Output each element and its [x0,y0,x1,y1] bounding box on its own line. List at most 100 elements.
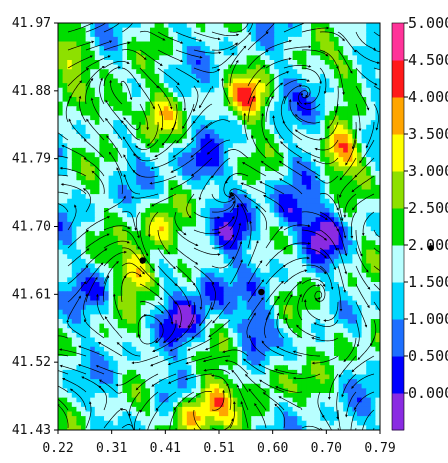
heat-cell [343,189,349,195]
heat-cell [131,268,137,274]
heat-cell [163,36,169,43]
heat-cell [76,60,82,66]
heat-cell [315,323,321,329]
heat-cell [297,226,303,232]
heat-cell [186,166,192,172]
heat-cell [122,110,128,117]
heat-cell [232,115,238,121]
heat-cell [242,245,248,251]
heat-cell [269,175,275,181]
heat-cell [301,208,307,214]
heat-cell [352,291,358,297]
heat-cell [320,342,326,348]
heat-cell [191,208,197,214]
heat-cell [260,346,266,352]
heat-cell [320,124,326,130]
heat-cell [269,212,275,218]
heat-cell [324,305,330,311]
heat-cell [347,323,353,329]
heat-cell [320,277,326,283]
heat-cell [209,277,215,283]
heat-cell [196,166,202,172]
heat-cell [343,120,349,126]
heat-cell [196,110,202,117]
heat-cell [150,291,156,297]
heat-cell [173,235,179,241]
heat-cell [127,282,133,288]
heat-cell [191,129,197,135]
heat-cell [168,124,174,130]
heat-cell [136,97,142,103]
heat-cell [283,46,289,52]
heat-cell [163,208,169,214]
heat-cell [370,166,376,172]
heat-cell [288,332,294,339]
heat-cell [131,92,137,98]
heat-cell [324,41,330,47]
heat-cell [265,166,271,172]
heat-cell [334,184,340,191]
heat-cell [81,180,87,186]
heat-cell [228,314,234,320]
heat-cell [196,249,202,255]
heat-cell [117,282,123,288]
heat-cell [343,231,349,237]
heat-cell [306,300,312,306]
heat-cell [311,138,317,144]
heat-cell [214,272,220,278]
heat-cell [140,328,146,334]
heat-cell [375,129,380,135]
heat-cell [297,27,303,33]
heat-cell [154,23,160,29]
heat-cell [269,138,275,144]
heat-cell [228,83,234,89]
heat-cell [209,115,215,121]
heat-cell [265,249,271,255]
heat-cell [58,268,64,274]
heat-cell [297,180,303,186]
heat-cell [108,258,114,265]
heat-cell [311,32,317,38]
heat-cell [269,73,275,80]
heat-cell [117,323,123,329]
heat-cell [357,254,363,260]
heat-cell [205,323,211,329]
heat-cell [209,41,215,47]
heat-cell [131,27,137,33]
heat-cell [292,97,298,103]
heat-cell [260,147,266,154]
heat-cell [191,249,197,255]
heat-cell [361,69,367,75]
heat-cell [67,203,73,209]
heat-cell [306,346,312,352]
heat-cell [71,101,77,107]
heat-cell [104,171,110,177]
heat-cell [182,69,188,75]
heat-cell [131,291,137,297]
heat-cell [186,46,192,52]
heat-cell [283,55,289,61]
heat-cell [228,323,234,329]
heat-cell [200,328,206,334]
heat-cell [99,263,105,269]
heat-cell [223,36,229,43]
heat-cell [375,97,380,103]
heat-cell [265,286,271,292]
heat-cell [338,32,344,38]
heat-cell [196,27,202,33]
heat-cell [191,83,197,89]
heat-cell [311,46,317,52]
heat-cell [311,319,317,325]
heat-cell [352,221,358,228]
heat-cell [274,64,280,70]
heat-cell [173,221,179,228]
heat-cell [269,198,275,204]
heat-cell [122,69,128,75]
heat-cell [127,268,133,274]
heat-cell [223,198,229,204]
heat-cell [219,157,225,163]
heat-cell [108,147,114,154]
heat-cell [329,171,335,177]
heat-cell [260,78,266,84]
heat-cell [67,46,73,52]
